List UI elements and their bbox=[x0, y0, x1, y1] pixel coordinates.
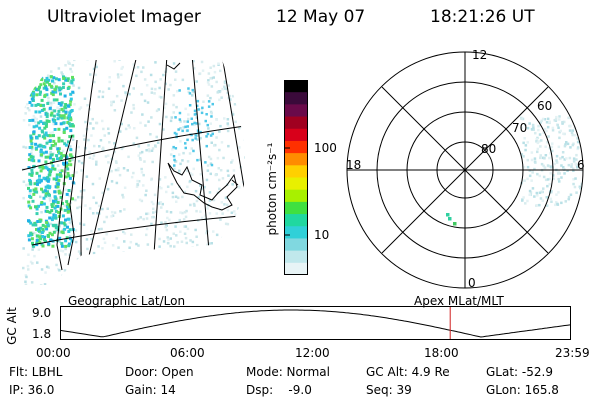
door-readout: Door: Open bbox=[125, 365, 194, 379]
alt-ylabel: GC Alt bbox=[5, 307, 19, 345]
colorbar-step bbox=[284, 128, 308, 142]
altitude-curve bbox=[60, 309, 571, 338]
glat-readout: GLat: -52.9 bbox=[486, 365, 553, 379]
colorbar-step bbox=[284, 116, 308, 130]
colorbar-step bbox=[284, 238, 308, 252]
polar-grid bbox=[346, 51, 584, 289]
alt-xtick-0000: 00:00 bbox=[36, 346, 71, 360]
alt-plot-frame bbox=[60, 306, 571, 340]
instrument-title: Ultraviolet Imager bbox=[47, 7, 201, 27]
colorbar-step bbox=[284, 92, 308, 105]
altitude-timeline-plot bbox=[60, 306, 571, 340]
polar-mlat-mlt-plot bbox=[346, 51, 584, 289]
dsp-readout: Dsp: -9.0 bbox=[246, 383, 312, 397]
colorbar-step bbox=[284, 226, 308, 240]
mode-readout: Mode: Normal bbox=[246, 365, 330, 379]
colorbar-step bbox=[284, 140, 308, 154]
colorbar-step bbox=[284, 201, 308, 215]
colorbar bbox=[284, 80, 308, 275]
colorbar-step bbox=[284, 153, 308, 166]
alt-ytick-9: 9.0 bbox=[32, 306, 52, 320]
flt-readout: Flt: LBHL bbox=[9, 365, 63, 379]
colorbar-step bbox=[284, 165, 308, 179]
colorbar-step bbox=[284, 177, 308, 191]
mlat-70-label: 70 bbox=[512, 121, 528, 135]
geographic-image-panel bbox=[22, 60, 246, 285]
mlat-60-label: 60 bbox=[537, 99, 553, 113]
alt-xtick-1800: 18:00 bbox=[424, 346, 459, 360]
gain-readout: Gain: 14 bbox=[125, 383, 176, 397]
colorbar-gradient bbox=[284, 80, 308, 275]
alt-xtick-2359: 23:59 bbox=[555, 346, 590, 360]
gc-alt-readout: GC Alt: 4.9 Re bbox=[366, 365, 450, 379]
aurora-emission-dots bbox=[22, 60, 246, 285]
colorbar-tick-10: 10 bbox=[314, 228, 330, 242]
alt-xtick-0600: 06:00 bbox=[170, 346, 205, 360]
geo-image-content bbox=[22, 60, 246, 285]
glon-readout: GLon: 165.8 bbox=[486, 383, 559, 397]
mlt-0-label: 0 bbox=[468, 276, 476, 290]
colorbar-tick-100: 100 bbox=[314, 141, 337, 155]
date-label: 12 May 07 bbox=[276, 7, 366, 27]
colorbar-step bbox=[284, 189, 308, 203]
mlt-12-label: 12 bbox=[472, 48, 488, 62]
colorbar-step bbox=[284, 104, 308, 118]
ip-readout: IP: 36.0 bbox=[9, 383, 55, 397]
alt-ytick-1-8: 1.8 bbox=[32, 327, 52, 341]
colorbar-frame bbox=[284, 80, 308, 275]
apex-panel-label: Apex MLat/MLT bbox=[414, 294, 504, 308]
mlat-80-label: 80 bbox=[481, 142, 497, 156]
colorbar-step bbox=[284, 80, 308, 93]
colorbar-unit-label: photon cm⁻²s⁻¹ bbox=[265, 142, 279, 236]
colorbar-step bbox=[284, 214, 308, 227]
mlt-18-label: 18 bbox=[346, 158, 362, 172]
time-label: 18:21:26 UT bbox=[430, 7, 535, 27]
mlt-6-label: 6 bbox=[577, 158, 585, 172]
geographic-panel-label: Geographic Lat/Lon bbox=[68, 294, 186, 308]
colorbar-step bbox=[284, 262, 308, 275]
colorbar-step bbox=[284, 250, 308, 264]
coastline bbox=[56, 62, 239, 271]
seq-readout: Seq: 39 bbox=[366, 383, 412, 397]
alt-xtick-1200: 12:00 bbox=[295, 346, 330, 360]
